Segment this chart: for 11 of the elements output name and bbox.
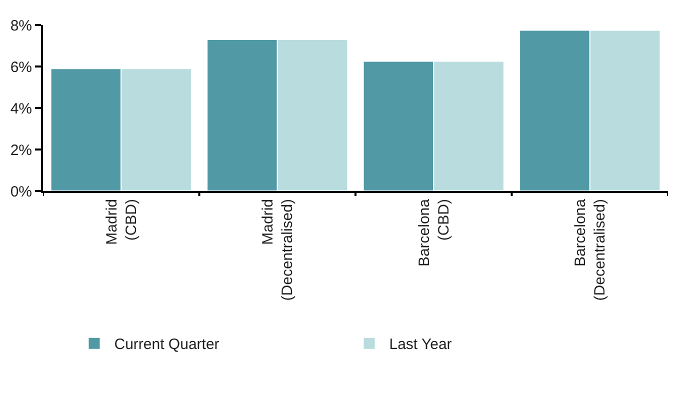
y-tick-label: 0% xyxy=(10,183,32,200)
x-tick-label: Barcelona (CBD) xyxy=(416,198,452,267)
x-tick-label: Madrid (CBD) xyxy=(103,199,140,245)
x-tick-label: Barcelona (Decentralised) xyxy=(572,198,609,301)
y-tick-label: 2% xyxy=(10,142,32,159)
legend-label: Current Quarter xyxy=(114,336,220,354)
y-tick-label: 8% xyxy=(10,17,32,34)
y-tick-label: 6% xyxy=(10,58,32,76)
x-tick-label: Madrid (Decentralised) xyxy=(260,199,296,301)
legend-label: Last Year xyxy=(389,336,452,354)
y-tick-label: 4% xyxy=(10,100,32,118)
